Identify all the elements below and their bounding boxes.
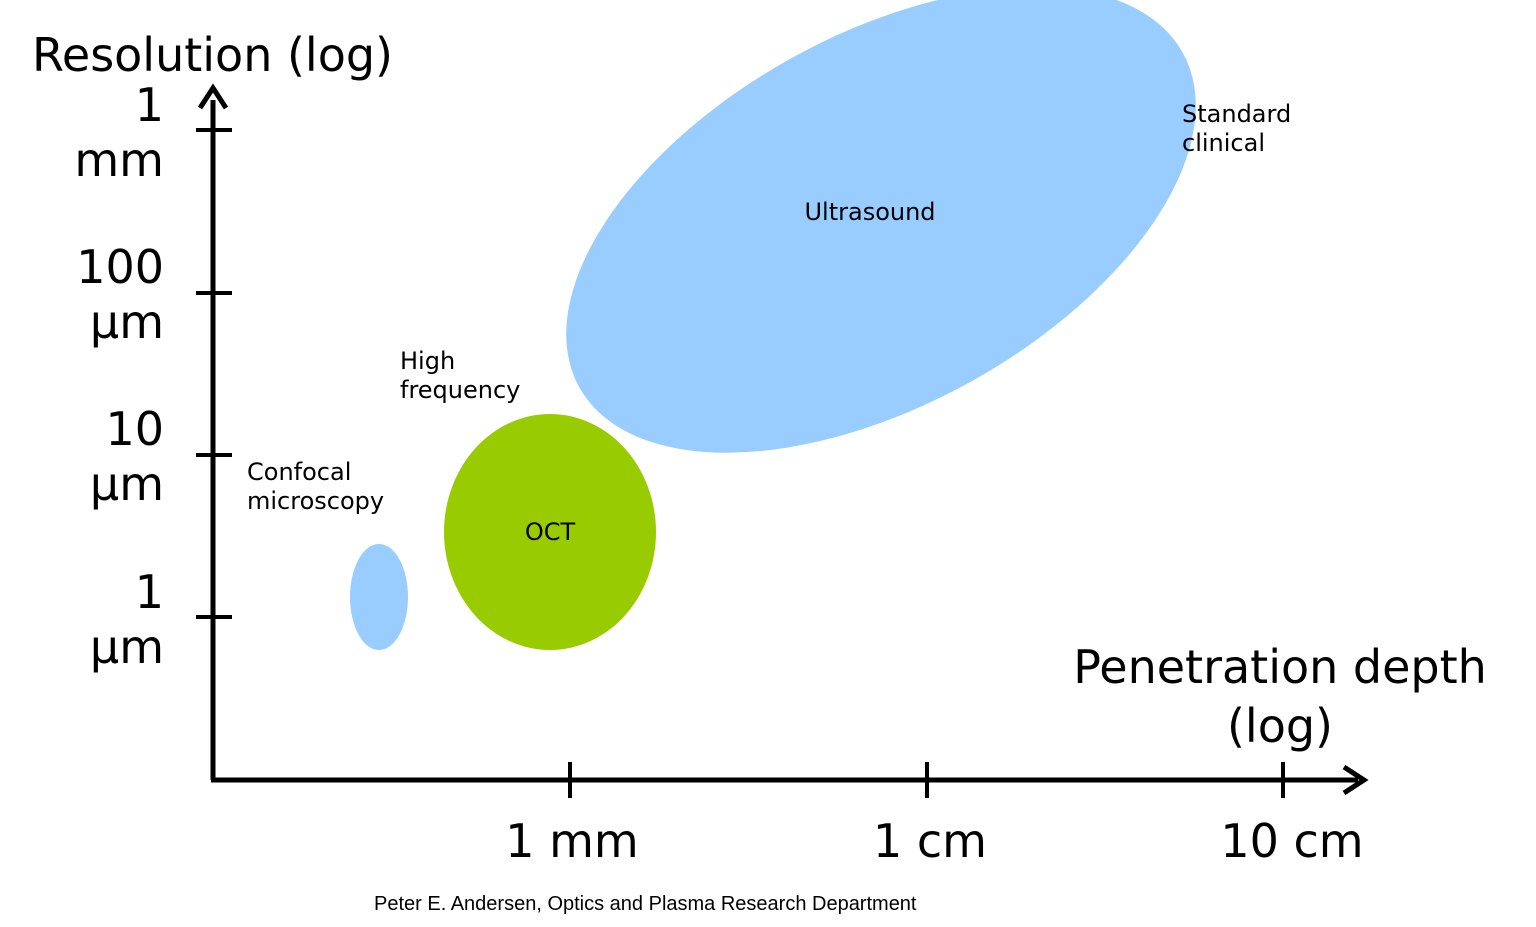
x-tick-label: 1 cm <box>873 814 987 868</box>
oct-region <box>444 414 656 650</box>
y-tick-label: 10 μm <box>89 402 164 512</box>
ultrasound-region <box>566 0 1196 453</box>
x-tick-label: 10 cm <box>1220 814 1364 868</box>
y-tick-label: 1 μm <box>89 565 164 675</box>
confocal-region <box>350 544 408 650</box>
ultrasound-note: Standard clinical <box>1182 100 1292 157</box>
ultrasound-label: Ultrasound <box>804 198 936 226</box>
oct-label: OCT <box>524 518 576 546</box>
y-axis-arrowhead <box>197 83 229 110</box>
x-axis-title: Penetration depth (log) <box>1073 640 1487 753</box>
y-tick-label: 100 μm <box>76 240 164 350</box>
x-axis-arrowhead <box>1342 764 1369 796</box>
y-tick-label: 1 mm <box>74 78 164 188</box>
y-axis-title: Resolution (log) <box>32 28 393 82</box>
oct-note: High frequency <box>400 347 521 404</box>
footer-credit: Peter E. Andersen, Optics and Plasma Res… <box>374 893 917 915</box>
x-tick-label: 1 mm <box>505 814 639 868</box>
confocal-label: Confocal microscopy <box>247 458 385 515</box>
